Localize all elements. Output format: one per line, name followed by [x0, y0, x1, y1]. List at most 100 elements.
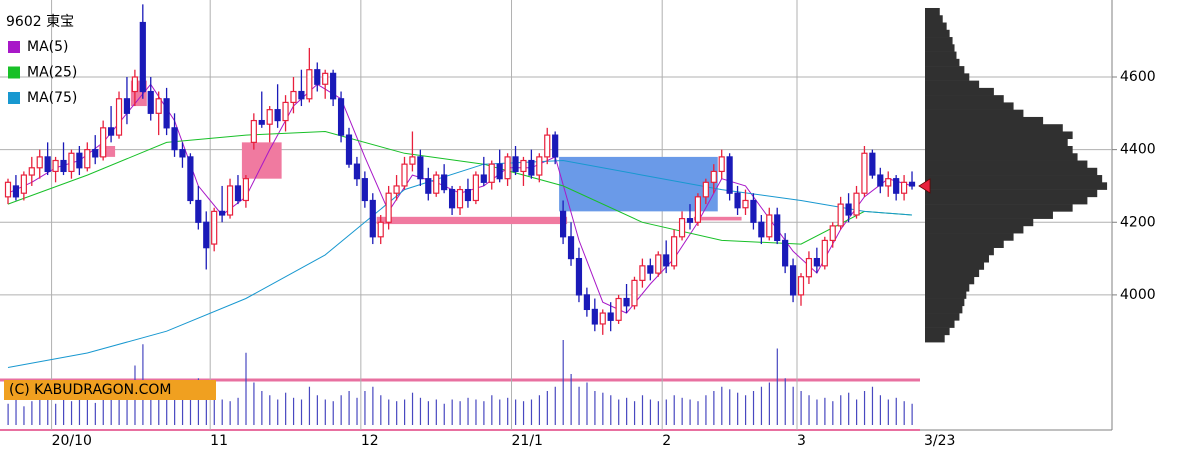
candle-body — [123, 98, 131, 114]
candle-body — [250, 119, 257, 143]
volume-bar — [31, 401, 33, 425]
candle-body — [782, 239, 789, 267]
copyright-box — [4, 380, 216, 400]
candle-body — [464, 188, 472, 202]
volume-profile-bar — [925, 138, 1068, 147]
x-tick-label: 21/1 — [512, 433, 543, 449]
candle-body — [100, 127, 107, 158]
volume-profile-bar — [925, 87, 994, 96]
candle-body — [377, 221, 384, 238]
volume-bar — [197, 378, 200, 425]
volume-bar — [213, 395, 215, 425]
volume-bar — [554, 386, 556, 425]
volume-profile-bar — [925, 167, 1098, 176]
volume-profile-bar — [925, 7, 940, 16]
volume-bar — [292, 397, 295, 425]
volume-bar — [808, 395, 810, 425]
candle-body — [361, 178, 368, 202]
candle-body — [726, 156, 733, 194]
candle-body — [60, 159, 67, 173]
candle-body — [433, 174, 440, 194]
volume-bar — [752, 391, 755, 425]
volume-profile-bar — [925, 189, 1098, 198]
x-tick-label: 12 — [361, 433, 379, 449]
volume-bar — [451, 399, 453, 425]
x-tick-label: 3/23 — [924, 433, 955, 449]
legend-swatch — [8, 41, 20, 53]
volume-profile-bar — [925, 269, 980, 278]
volume-profile-bar — [925, 102, 1014, 110]
candle-body — [472, 174, 479, 202]
volume-bar — [562, 340, 564, 425]
candle-body — [544, 134, 551, 158]
volume-profile-bar — [925, 196, 1088, 205]
candle-body — [861, 152, 868, 194]
legend-swatch — [8, 92, 20, 104]
volume-profile-bar — [925, 218, 1034, 227]
copyright: (C) KABUDRAGON.COM — [9, 382, 171, 398]
candle-body — [337, 98, 345, 136]
candle-body — [425, 178, 432, 194]
candle-body — [813, 257, 820, 267]
volume-bar — [713, 391, 715, 425]
volume-bar — [681, 397, 683, 425]
chart-title: 9602 東宝 — [6, 14, 74, 30]
candle-body — [623, 297, 630, 307]
candle-body — [274, 109, 281, 122]
volume-bar — [856, 399, 858, 425]
candle-body — [4, 181, 12, 198]
candle-body — [314, 69, 321, 85]
candle-body — [583, 294, 590, 311]
candle-body — [139, 21, 146, 93]
x-tick-label: 3 — [797, 433, 806, 449]
volume-bar — [55, 403, 57, 425]
volume-bar — [23, 406, 25, 425]
volume-bar — [768, 382, 770, 425]
volume-bar — [340, 395, 342, 425]
volume-bar — [832, 401, 834, 425]
candle-body — [552, 134, 559, 158]
candle-body — [171, 127, 178, 151]
volume-bar — [269, 395, 271, 425]
volume-bar — [174, 386, 176, 425]
candle-body — [488, 163, 495, 183]
candle-body — [147, 90, 154, 114]
candle-body — [203, 221, 210, 249]
volume-profile-bar — [925, 37, 953, 45]
candle-body — [226, 185, 234, 216]
volume-profile-bar — [925, 29, 950, 38]
candle-body — [869, 152, 876, 176]
candle-body — [575, 257, 583, 296]
candle-body — [559, 210, 567, 238]
volume-profile-bar — [925, 175, 1103, 183]
volume-profile-bar — [925, 80, 980, 89]
candle-body — [195, 199, 202, 223]
gap-zone — [376, 216, 568, 225]
candle-body — [36, 156, 43, 169]
candle-body — [290, 90, 297, 104]
volume-bar — [697, 401, 699, 425]
volume-bar — [126, 386, 128, 425]
candle-body — [671, 236, 678, 267]
volume-bar — [887, 399, 889, 425]
candle-body — [20, 174, 27, 194]
candle-body — [163, 98, 170, 129]
candle-body — [504, 156, 511, 180]
volume-profile-bar — [925, 109, 1024, 118]
candle-body — [742, 199, 749, 209]
volume-bar — [792, 386, 794, 425]
candle-body — [266, 109, 273, 125]
volume-bar — [300, 399, 303, 425]
volume-bar — [158, 391, 160, 425]
candle-body — [68, 152, 75, 173]
plot-layer: 4000 4200 4400 4600 20/10 11 12 21/1 2 3 3/23 — [0, 0, 1156, 449]
volume-bar — [245, 352, 247, 425]
volume-bar — [332, 401, 334, 425]
volume-profile-bar — [925, 276, 975, 285]
volume-profile-bar — [925, 247, 994, 256]
volume-profile-bar — [925, 66, 965, 74]
candle-body — [853, 192, 860, 216]
volume-bar — [578, 386, 580, 425]
candle-body — [789, 265, 797, 296]
candle-body — [639, 265, 646, 281]
